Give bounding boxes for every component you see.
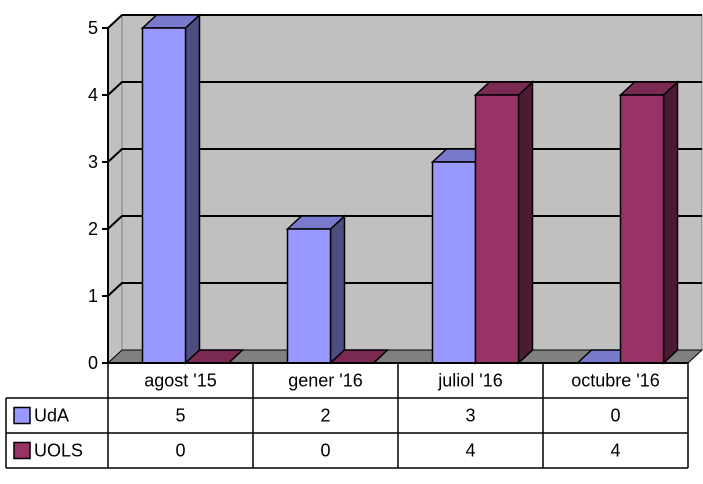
gridline	[107, 14, 702, 29]
data-label: 4	[465, 441, 475, 461]
legend-swatch-uda	[13, 406, 31, 425]
x-tick-label: juliol '16	[437, 371, 502, 391]
legend-swatch-uols	[13, 441, 31, 460]
y-tick-label: 2	[88, 219, 98, 239]
data-label: 3	[465, 406, 475, 426]
y-tick-label: 5	[88, 18, 98, 38]
y-tick-label: 4	[88, 85, 98, 105]
bar-side	[662, 80, 679, 365]
bar-uda-1	[286, 228, 332, 364]
bar-side	[517, 80, 534, 365]
bar-side	[329, 214, 346, 365]
data-label: 0	[175, 441, 185, 461]
data-label: 0	[610, 406, 620, 426]
bar-side	[184, 13, 201, 365]
data-label: 4	[610, 441, 620, 461]
y-tick-label: 0	[88, 353, 98, 373]
legend-label: UOLS	[34, 441, 83, 461]
x-tick-label: gener '16	[288, 371, 363, 391]
plot-back-wall	[121, 14, 703, 351]
bar-uols-3	[619, 94, 665, 364]
x-tick-label: agost '15	[144, 371, 217, 391]
bar-uda-2	[431, 161, 477, 364]
data-label: 0	[320, 441, 330, 461]
bar-uols-2	[474, 94, 520, 364]
plot-side-wall	[107, 13, 123, 365]
y-tick-label: 1	[88, 286, 98, 306]
x-tick-label: octubre '16	[571, 371, 660, 391]
bar-uda-0	[141, 27, 187, 364]
data-label: 2	[320, 406, 330, 426]
legend-label: UdA	[34, 406, 69, 426]
y-tick-label: 3	[88, 152, 98, 172]
data-label: 5	[175, 406, 185, 426]
